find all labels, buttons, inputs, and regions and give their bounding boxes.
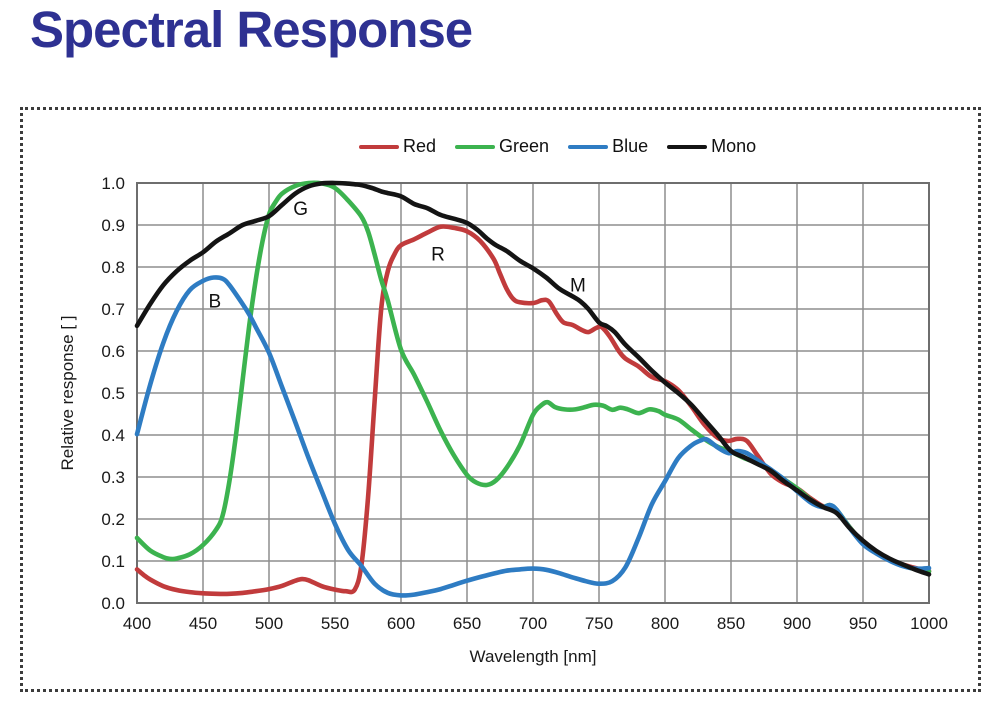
legend-item-red: Red bbox=[359, 136, 436, 157]
svg-text:0.7: 0.7 bbox=[101, 300, 125, 319]
svg-text:850: 850 bbox=[717, 614, 745, 633]
legend-swatch-mono bbox=[667, 144, 708, 149]
svg-text:0.1: 0.1 bbox=[101, 552, 125, 571]
svg-text:900: 900 bbox=[783, 614, 811, 633]
svg-text:0.0: 0.0 bbox=[101, 594, 125, 613]
svg-text:B: B bbox=[209, 292, 222, 313]
legend-label-red: Red bbox=[403, 136, 437, 156]
svg-text:950: 950 bbox=[849, 614, 877, 633]
legend-item-green: Green bbox=[455, 136, 549, 157]
svg-text:500: 500 bbox=[255, 614, 283, 633]
svg-text:1000: 1000 bbox=[910, 614, 948, 633]
svg-text:G: G bbox=[293, 199, 308, 220]
svg-text:0.6: 0.6 bbox=[101, 342, 125, 361]
svg-text:Relative response [ ]: Relative response [ ] bbox=[58, 316, 77, 471]
svg-text:550: 550 bbox=[321, 614, 349, 633]
legend-label-green: Green bbox=[499, 136, 550, 156]
svg-text:700: 700 bbox=[519, 614, 547, 633]
svg-text:600: 600 bbox=[387, 614, 415, 633]
svg-text:750: 750 bbox=[585, 614, 613, 633]
chart-legend: Red Green Blue Mono bbox=[359, 136, 756, 157]
svg-text:0.5: 0.5 bbox=[101, 384, 125, 403]
legend-swatch-blue bbox=[568, 144, 609, 149]
svg-text:0.9: 0.9 bbox=[101, 216, 125, 235]
svg-text:1.0: 1.0 bbox=[101, 174, 125, 193]
svg-text:0.4: 0.4 bbox=[101, 426, 125, 445]
chart-frame: 400 450 500 550 600 650 700 750 800 850 900 950 1000… bbox=[20, 107, 981, 692]
svg-text:R: R bbox=[431, 245, 445, 266]
svg-text:0.8: 0.8 bbox=[101, 258, 125, 277]
legend-label-mono: Mono bbox=[711, 136, 757, 156]
svg-text:800: 800 bbox=[651, 614, 679, 633]
chart-svg: 400 450 500 550 600 650 700 750 800 850 900 950 1000… bbox=[58, 174, 948, 666]
svg-text:650: 650 bbox=[453, 614, 481, 633]
legend-item-blue: Blue bbox=[568, 136, 648, 157]
page-title: Spectral Response bbox=[30, 1, 473, 58]
svg-text:M: M bbox=[570, 276, 586, 297]
svg-text:450: 450 bbox=[189, 614, 217, 633]
svg-text:400: 400 bbox=[123, 614, 151, 633]
legend-item-mono: Mono bbox=[667, 136, 756, 157]
legend-swatch-green bbox=[455, 144, 496, 149]
svg-text:0.3: 0.3 bbox=[101, 468, 125, 487]
legend-swatch-red bbox=[359, 144, 399, 149]
svg-text:Wavelength [nm]: Wavelength [nm] bbox=[470, 647, 597, 666]
svg-text:0.2: 0.2 bbox=[101, 510, 125, 529]
legend-label-blue: Blue bbox=[612, 136, 649, 156]
